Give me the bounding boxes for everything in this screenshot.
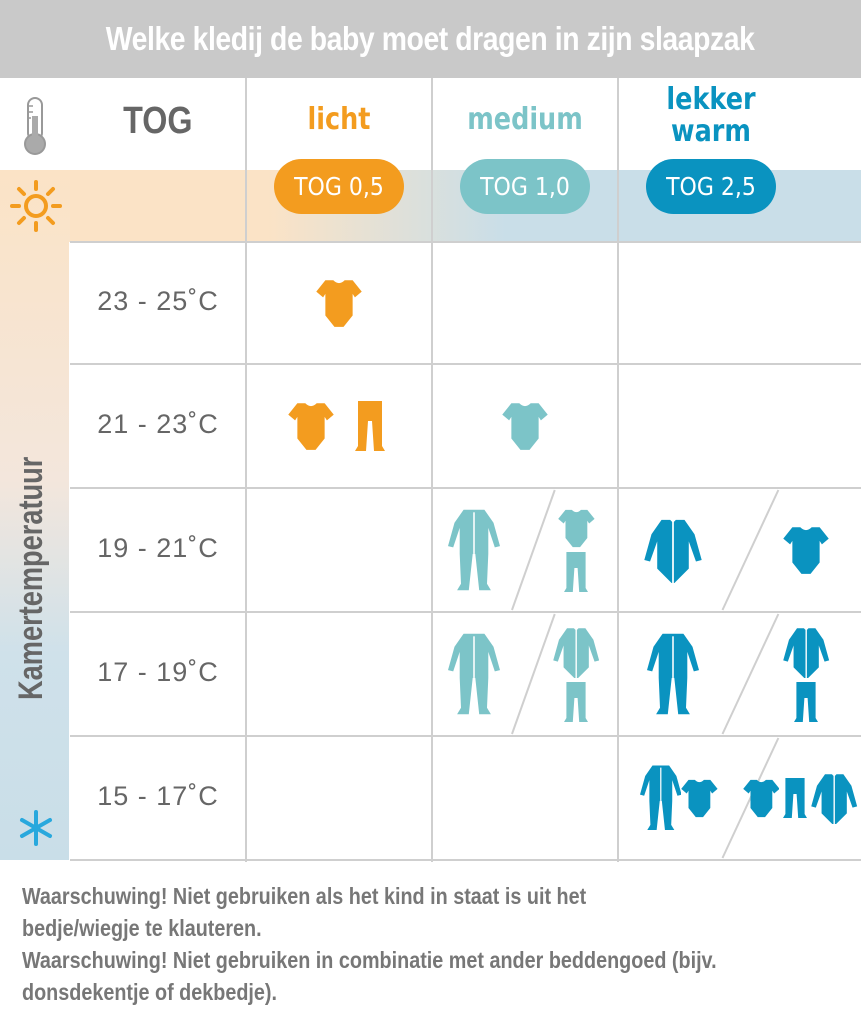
bodysuit-icon — [742, 779, 780, 818]
clothing-cell — [246, 364, 432, 488]
bodysuit-icon — [316, 280, 362, 327]
clothing-cell — [618, 736, 861, 860]
thermometer-icon — [24, 97, 46, 155]
grid-line — [70, 859, 861, 861]
clothing-cell — [618, 612, 861, 736]
pants-icon — [564, 682, 589, 723]
grid-line — [431, 78, 433, 862]
temperature-label: 23 - 25˚C — [97, 286, 219, 316]
pants-icon — [355, 401, 385, 451]
outfit — [752, 488, 861, 612]
outfit — [618, 488, 727, 612]
outfit — [432, 488, 516, 612]
outfit — [618, 612, 727, 736]
grid-line — [617, 78, 619, 862]
longsleeve-icon — [783, 627, 830, 679]
clothing-cell — [432, 242, 618, 364]
outfit — [288, 401, 390, 451]
clothing-cell — [432, 612, 618, 736]
axis-label: Kamertemperatuur — [12, 456, 50, 700]
sun-icon — [10, 180, 62, 232]
clothing-cell — [618, 242, 861, 364]
outfit — [432, 612, 516, 736]
divider-line — [721, 489, 780, 611]
sleepsuit-icon — [646, 633, 699, 715]
pants-icon — [794, 682, 819, 723]
tog-header: TOG — [123, 100, 193, 142]
grid-line — [69, 242, 71, 862]
clothing-cell — [246, 242, 432, 364]
longsleeve-icon — [553, 627, 600, 679]
title: Welke kledij de baby moet dragen in zijn… — [106, 20, 755, 57]
pants-icon — [783, 778, 808, 818]
title-bar: Welke kledij de baby moet dragen in zijn… — [0, 0, 861, 78]
temperature-label: 17 - 19˚C — [97, 657, 219, 687]
outfit — [502, 401, 548, 451]
snowflake-icon — [20, 810, 52, 846]
temperature-gradient-bar — [0, 170, 70, 860]
warning-line: Waarschuwing! Niet gebruiken in combinat… — [22, 947, 717, 973]
outfit — [618, 736, 740, 860]
sleepsuit-icon — [639, 765, 682, 831]
clothing-cell — [432, 736, 618, 860]
warning-line: donsdekentje of dekbedje). — [22, 979, 277, 1005]
divider-line — [511, 613, 556, 735]
grid-line — [70, 611, 861, 613]
temperature-label: 21 - 23˚C — [97, 409, 219, 439]
divider-line — [511, 489, 556, 611]
tog-pill: TOG 1,0 — [460, 159, 590, 214]
grid-line — [70, 363, 861, 365]
tog-pill: TOG 2,5 — [646, 159, 776, 214]
temperature-label: 19 - 21˚C — [97, 533, 219, 563]
outfit — [534, 612, 618, 736]
outfit — [740, 736, 861, 860]
clothing-cell — [618, 364, 861, 488]
longsleeve-icon — [643, 519, 702, 583]
temperature-label: 15 - 17˚C — [97, 781, 219, 811]
bodysuit-icon — [557, 509, 595, 548]
bodysuit-icon — [681, 779, 718, 818]
clothing-cell — [246, 736, 432, 860]
grid-line — [70, 735, 861, 737]
longsleeve-icon — [811, 773, 858, 825]
clothing-cell — [618, 488, 861, 612]
grid-line — [245, 78, 247, 862]
pants-icon — [564, 552, 589, 592]
warning-line: bedje/wiegje te klauteren. — [22, 915, 262, 941]
bodysuit-icon — [288, 403, 334, 450]
grid-line — [70, 487, 861, 489]
warning-text: Waarschuwing! Niet gebruiken als het kin… — [22, 880, 842, 1008]
column-label: licht — [307, 102, 371, 137]
clothing-cell — [432, 364, 618, 488]
sleepsuit-icon — [447, 509, 500, 591]
tog-pill: TOG 0,5 — [274, 159, 404, 214]
bodysuit-icon — [783, 527, 830, 574]
divider-line — [721, 613, 780, 735]
column-label: lekker warm — [666, 82, 756, 149]
warning-line: Waarschuwing! Niet gebruiken als het kin… — [22, 883, 587, 909]
column-label: medium — [467, 102, 583, 137]
outfit — [534, 488, 618, 612]
clothing-cell — [432, 488, 618, 612]
clothing-cell — [246, 612, 432, 736]
clothing-cell — [246, 488, 432, 612]
bodysuit-icon — [502, 403, 548, 450]
grid-line — [70, 241, 861, 243]
sleepsuit-icon — [447, 633, 500, 715]
outfit — [752, 612, 861, 736]
outfit — [316, 278, 362, 328]
